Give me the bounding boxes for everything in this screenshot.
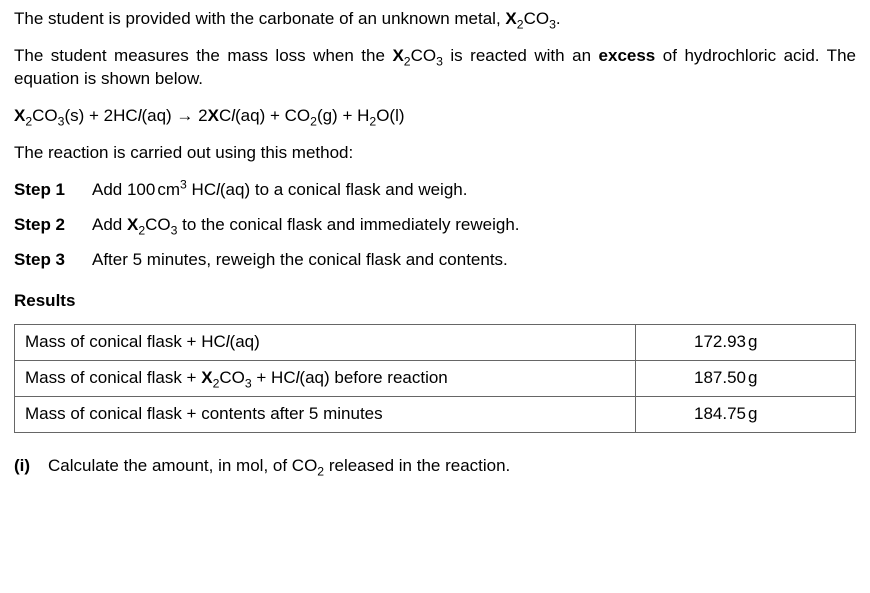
formula-x: X [505,9,516,28]
step-label: Step 1 [14,179,92,202]
step-text: After 5 minutes, reweigh the conical fla… [92,249,508,272]
paragraph-method: The reaction is carried out using this m… [14,142,856,165]
sub: 2 [517,17,524,31]
step-text: Add X2CO3 to the conical flask and immed… [92,214,520,237]
paragraph-intro: The student is provided with the carbona… [14,8,856,31]
table-cell-value: 184.75g [636,397,856,433]
results-heading: Results [14,290,856,313]
text: + HC [252,368,296,387]
text: released in the reaction. [324,456,510,475]
formula-co: CO [411,46,437,65]
step-2: Step 2 Add X2CO3 to the conical flask an… [14,214,856,237]
step-label: Step 2 [14,214,92,237]
eq-text: (g) + H [317,106,369,125]
text: (aq) before reaction [299,368,447,387]
step-1: Step 1 Add 100cm3 HCl(aq) to a conical f… [14,179,856,202]
text: Calculate the amount, in mol, of CO [48,456,317,475]
eq-text: (s) + 2HC [64,106,137,125]
text: (aq) to a conical flask and weigh. [220,180,468,199]
sub: 3 [245,377,252,391]
formula-x: X [201,368,212,387]
eq-text: (aq) → 2 [141,106,207,125]
text: CO [145,215,171,234]
paragraph-massloss: The student measures the mass loss when … [14,45,856,91]
eq-x: X [14,106,25,125]
eq-co: CO [32,106,58,125]
text: is reacted with an [443,46,599,65]
chemical-equation: X2CO3(s) + 2HCl(aq) → 2XCl(aq) + CO2(g) … [14,105,856,128]
table-cell-label: Mass of conical flask + X2CO3 + HCl(aq) … [15,361,636,397]
step-label: Step 3 [14,249,92,272]
text: The student is provided with the carbona… [14,9,505,28]
sup: 3 [180,177,187,191]
unit: g [748,404,757,423]
table-row: Mass of conical flask + HCl(aq) 172.93g [15,325,856,361]
sub: 3 [549,17,556,31]
value: 184.75 [694,404,746,423]
text: Add [92,215,127,234]
text: Add 100 [92,180,155,199]
unit: g [748,332,757,351]
text: CO [219,368,245,387]
table-row: Mass of conical flask + contents after 5… [15,397,856,433]
text: Mass of conical flask + [25,368,201,387]
eq-x: X [208,106,219,125]
value: 187.50 [694,368,746,387]
results-table: Mass of conical flask + HCl(aq) 172.93g … [14,324,856,433]
text: The student measures the mass loss when … [14,46,392,65]
text-excess: excess [599,46,656,65]
text: HC [187,180,216,199]
text: to the conical flask and immediately rew… [177,215,519,234]
text: Mass of conical flask + HC [25,332,226,351]
table-cell-label: Mass of conical flask + contents after 5… [15,397,636,433]
formula-co: CO [524,9,550,28]
question-i: (i) Calculate the amount, in mol, of CO2… [14,455,856,478]
sub: 3 [436,54,443,68]
step-text: Add 100cm3 HCl(aq) to a conical flask an… [92,179,467,202]
text: . [556,9,561,28]
sub: 2 [404,54,411,68]
formula-x: X [127,215,138,234]
eq-text: (aq) + CO [235,106,310,125]
question-number: (i) [14,455,48,478]
formula-x: X [392,46,403,65]
text: (aq) [230,332,260,351]
table-cell-value: 187.50g [636,361,856,397]
question-text: Calculate the amount, in mol, of CO2 rel… [48,455,510,478]
eq-c: C [219,106,231,125]
table-row: Mass of conical flask + X2CO3 + HCl(aq) … [15,361,856,397]
sub: 2 [310,114,317,128]
eq-text: O(l) [376,106,404,125]
value: 172.93 [694,332,746,351]
text: cm [157,180,180,199]
step-3: Step 3 After 5 minutes, reweigh the coni… [14,249,856,272]
table-cell-value: 172.93g [636,325,856,361]
table-cell-label: Mass of conical flask + HCl(aq) [15,325,636,361]
unit: g [748,368,757,387]
